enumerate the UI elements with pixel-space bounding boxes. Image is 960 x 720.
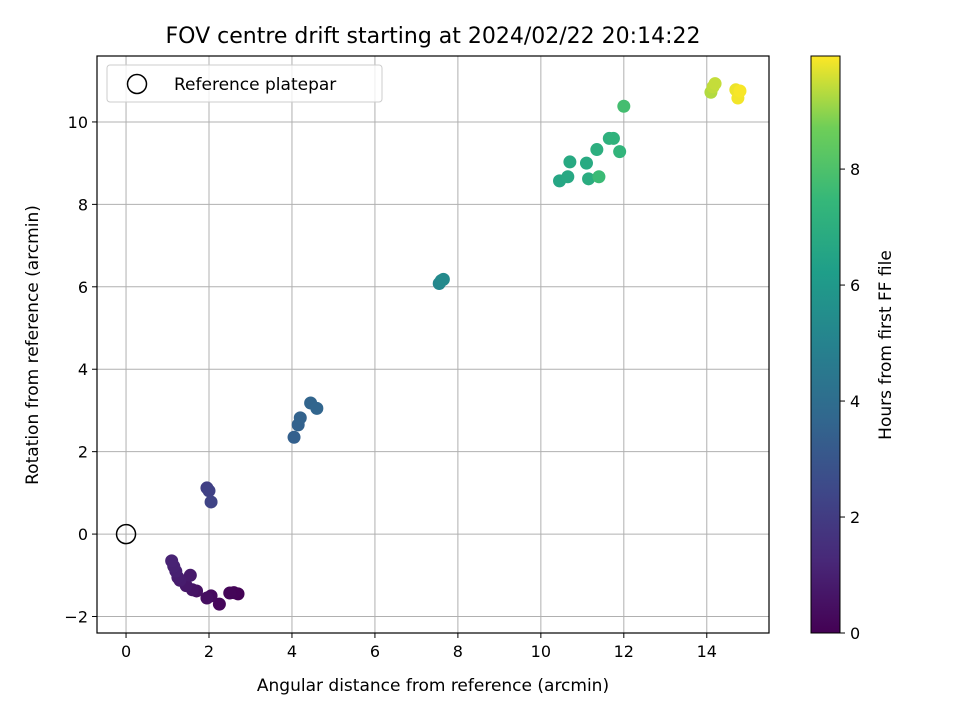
legend-box: [106, 64, 383, 103]
colorbar: 0 2 4 6 8 Hours from first FF file: [810, 55, 896, 643]
plot-frame: [96, 55, 770, 634]
x-axis-label: Angular distance from reference (arcmin): [257, 676, 609, 696]
data-point: [200, 591, 214, 605]
data-point: [708, 77, 722, 91]
colorbar-tick-label: 2: [850, 508, 860, 527]
x-tick-label: 2: [204, 642, 214, 661]
x-tick-label: 6: [370, 642, 380, 661]
data-point: [202, 484, 216, 498]
y-tick-label: 8: [78, 195, 88, 214]
data-point: [287, 430, 301, 444]
x-axis-ticks: 0 2 4 6 8 10 12 14: [121, 633, 717, 661]
data-point: [223, 586, 237, 600]
chart-title: FOV centre drift starting at 2024/02/22 …: [166, 24, 701, 49]
y-tick-label: 10: [68, 113, 88, 132]
data-point: [590, 143, 604, 157]
x-tick-label: 4: [287, 642, 297, 661]
data-point: [165, 554, 179, 568]
data-point: [561, 170, 575, 184]
data-point: [310, 401, 324, 415]
y-tick-label: 6: [78, 278, 88, 297]
y-axis-label: Rotation from reference (arcmin): [23, 205, 43, 485]
x-tick-label: 12: [614, 642, 634, 661]
data-point: [212, 597, 226, 611]
grid: [97, 56, 769, 633]
y-tick-label: 4: [78, 360, 88, 379]
legend-entry: Reference platepar: [174, 75, 336, 95]
legend-marker: [126, 73, 148, 95]
data-point: [579, 156, 593, 170]
data-point: [733, 84, 747, 98]
data-point: [606, 131, 620, 145]
colorbar-tick-label: 0: [850, 624, 860, 643]
data-point: [582, 172, 596, 186]
data-points: [165, 77, 747, 611]
reference-marker: [115, 523, 137, 545]
data-point: [183, 568, 197, 582]
colorbar-tick-label: 8: [850, 160, 860, 179]
y-axis-ticks: −2 0 2 4 6 8 10: [64, 113, 97, 627]
data-point: [436, 272, 450, 286]
data-point: [613, 145, 627, 159]
data-point: [293, 411, 307, 425]
colorbar-tick-label: 4: [850, 392, 860, 411]
data-point: [204, 495, 218, 509]
colorbar-ticks: 0 2 4 6 8: [840, 160, 860, 643]
colorbar-label: Hours from first FF file: [876, 250, 896, 440]
data-point: [617, 99, 631, 113]
x-tick-label: 8: [453, 642, 463, 661]
data-point: [563, 155, 577, 169]
legend: Reference platepar: [106, 64, 383, 103]
data-point: [592, 170, 606, 184]
x-tick-label: 14: [697, 642, 717, 661]
x-tick-label: 0: [121, 642, 131, 661]
y-tick-label: −2: [64, 608, 88, 627]
x-tick-label: 10: [531, 642, 551, 661]
y-tick-label: 2: [78, 443, 88, 462]
y-tick-label: 0: [78, 525, 88, 544]
colorbar-gradient: [810, 55, 841, 634]
colorbar-tick-label: 6: [850, 276, 860, 295]
